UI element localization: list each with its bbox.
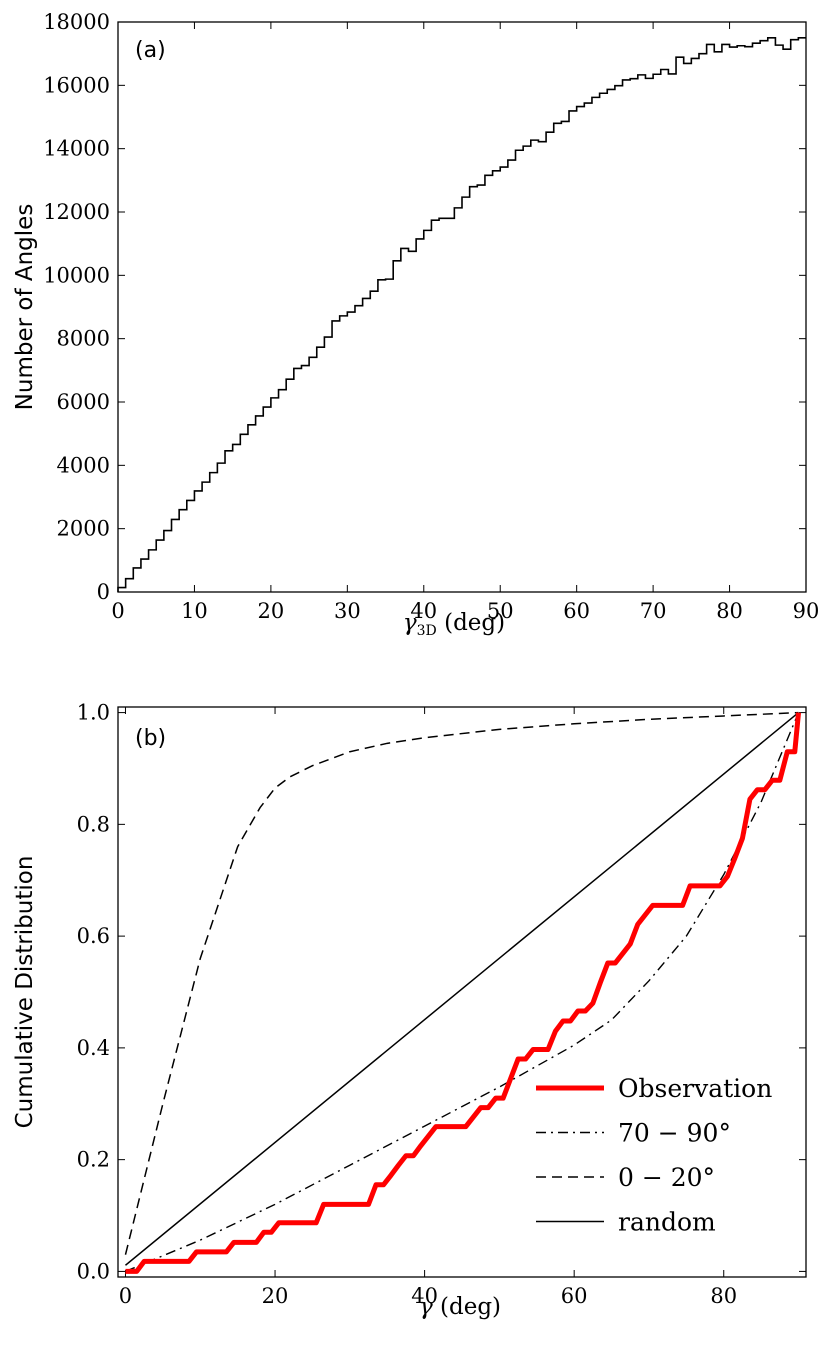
- panel-a-x-axis-label-subscript: 3D: [417, 623, 437, 639]
- legend-label: 0 − 20°: [618, 1163, 715, 1192]
- panel-a-x-tick-label: 30: [334, 599, 361, 623]
- panel-a-y-tick-label: 8000: [57, 327, 110, 351]
- panel-a-x-tick-label: 70: [640, 599, 667, 623]
- random-line: [125, 712, 799, 1266]
- panel-a-y-tick-label: 16000: [43, 73, 110, 97]
- panel-b-y-tick-label: 0.4: [77, 1036, 110, 1060]
- panel-a-x-tick-label: 20: [258, 599, 285, 623]
- panel-a-x-tick-label: 80: [716, 599, 743, 623]
- panel-b-x-tick-label: 60: [561, 1284, 588, 1308]
- panel-a-y-tick-label: 4000: [57, 453, 110, 477]
- legend-label: 70 − 90°: [618, 1119, 731, 1148]
- panel-b-y-tick-label: 1.0: [77, 701, 110, 725]
- panel-b-cumulative: 0 20 40 60 80 0.0 0.2 0.4 0.6 0.8 1.0 (b) Cumulati…: [12, 701, 807, 1320]
- panel-a-x-tick-label: 10: [181, 599, 208, 623]
- panel-a-y-tick-label: 2000: [57, 517, 110, 541]
- dashdot-70-90-line: [125, 712, 800, 1273]
- panel-b-data: [124, 711, 802, 1274]
- panel-b-y-axis-label: Cumulative Distribution: [12, 856, 38, 1129]
- panel-b-x-axis-label-unit: (deg): [433, 1294, 501, 1320]
- panel-a-x-tick-label: 40: [410, 599, 437, 623]
- panel-b-label: (b): [135, 726, 166, 751]
- panel-a-data: [117, 37, 806, 592]
- panel-a-ticks: 0 10 20 30 40 50 60 70 80 90 0 2000 4000 6000 8000 1000…: [43, 10, 819, 623]
- panel-a-x-tick-label: 50: [487, 599, 514, 623]
- panel-a-y-axis-label: Number of Angles: [12, 204, 38, 411]
- panel-b-y-tick-label: 0.8: [77, 812, 110, 836]
- panel-a-y-tick-label: 10000: [43, 263, 110, 287]
- dashed-0-20-line: [124, 711, 799, 1255]
- panel-b-x-tick-label: 0: [119, 1284, 132, 1308]
- panel-a-plot-frame: [117, 21, 807, 593]
- legend-label: Observation: [618, 1074, 772, 1103]
- panel-a-y-tick-label: 18000: [43, 10, 110, 34]
- panel-a-x-axis-label: γ3D (deg): [403, 610, 505, 639]
- panel-a-x-tick-label: 90: [793, 599, 820, 623]
- panel-a-x-tick-label: 60: [563, 599, 590, 623]
- panel-a-x-axis-label-unit: (deg): [437, 610, 505, 636]
- legend-label: random: [618, 1208, 716, 1237]
- panel-b-y-tick-label: 0.0: [77, 1259, 110, 1283]
- panel-a-histogram: 0 10 20 30 40 50 60 70 80 90 0 2000 4000 6000 8000 1000…: [12, 10, 819, 639]
- panel-a-label: (a): [135, 38, 166, 63]
- panel-a-x-tick-label: 0: [111, 599, 124, 623]
- panel-a-y-tick-label: 12000: [43, 200, 110, 224]
- panel-b-x-axis-label: γ (deg): [419, 1294, 501, 1320]
- panel-a-y-tick-label: 6000: [57, 390, 110, 414]
- panel-b-y-tick-label: 0.6: [77, 924, 110, 948]
- panel-b-ticks: 0 20 40 60 80 0.0 0.2 0.4 0.6 0.8 1.0: [77, 701, 806, 1308]
- histogram-step-line: [117, 37, 806, 592]
- panel-b-y-tick-label: 0.2: [77, 1148, 110, 1172]
- panel-b-plot-frame: [117, 706, 807, 1278]
- panel-b-x-tick-label: 20: [262, 1284, 289, 1308]
- panel-b-x-tick-label: 40: [411, 1284, 438, 1308]
- panel-a-y-tick-label: 14000: [43, 137, 110, 161]
- panel-b-x-axis-label-symbol: γ: [419, 1294, 433, 1320]
- panel-b-x-tick-label: 80: [710, 1284, 737, 1308]
- panel-a-y-tick-label: 0: [97, 580, 110, 604]
- panel-b-legend: Observation 70 − 90° 0 − 20° random: [536, 1074, 772, 1237]
- observation-line: [125, 712, 802, 1274]
- panel-a-x-axis-label-symbol: γ: [403, 610, 417, 636]
